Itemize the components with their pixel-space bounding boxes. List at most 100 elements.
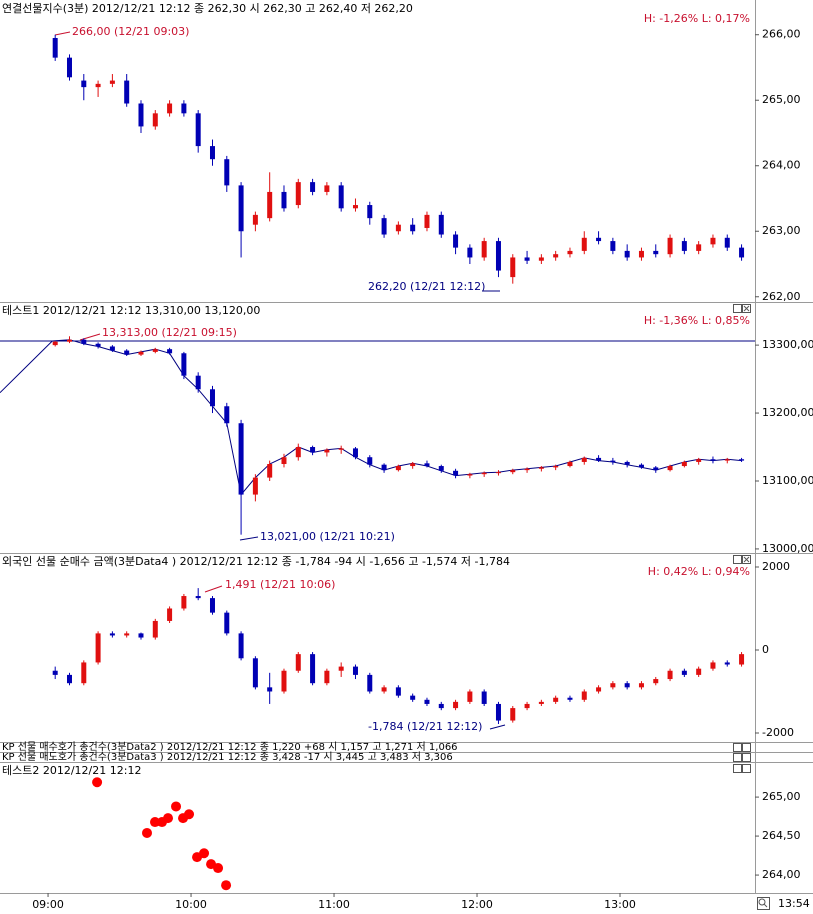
candle-body: [81, 80, 87, 88]
candle-body: [553, 466, 559, 468]
point: [221, 880, 232, 891]
y-tick-label: 13100,00: [762, 474, 813, 487]
candle-body: [681, 241, 687, 251]
candle-body: [367, 457, 373, 465]
x-tick-label: 11:00: [318, 898, 350, 911]
expand-button[interactable]: [733, 753, 742, 762]
y-tick-label: 2000: [762, 560, 790, 573]
candle-body: [52, 341, 58, 346]
candle-body: [124, 350, 130, 355]
minimize-button[interactable]: [733, 304, 742, 313]
candle-body: [95, 83, 101, 88]
candle-body: [538, 257, 544, 261]
candle-body: [95, 633, 101, 663]
candle-body: [638, 250, 644, 258]
candle-body: [252, 658, 258, 688]
candle-body: [524, 257, 530, 261]
candle-body: [109, 346, 115, 351]
candle-body: [109, 80, 115, 84]
stats-label: H: -1,36% L: 0,85%: [644, 314, 750, 327]
candle-body: [138, 633, 144, 638]
candle-body: [181, 103, 187, 114]
close-icon: [743, 556, 750, 563]
point: [184, 809, 195, 820]
panel-buttons: [733, 304, 770, 910]
candle-body: [696, 668, 702, 675]
candle-body: [324, 449, 330, 453]
candle-body: [710, 237, 716, 245]
close-button[interactable]: [742, 753, 751, 762]
annotation-arrow: [204, 585, 223, 593]
candle-body: [710, 662, 716, 669]
candle-body: [138, 351, 144, 355]
candle-body: [367, 205, 373, 219]
candle-body: [653, 679, 659, 684]
candle-body: [596, 457, 602, 461]
y-tick-label: 264,00: [762, 868, 801, 881]
end-time-label: 13:54: [778, 897, 810, 910]
candle-body: [724, 459, 730, 461]
candle-body: [610, 683, 616, 688]
candle-body: [495, 241, 501, 271]
close-button[interactable]: [742, 764, 751, 773]
expand-button[interactable]: [733, 743, 742, 752]
candle-body: [538, 701, 544, 704]
candle-body: [381, 687, 387, 692]
candle-body: [352, 666, 358, 675]
point: [163, 813, 174, 824]
candle-body: [209, 146, 215, 160]
candle-body: [410, 463, 416, 467]
candle-body: [95, 343, 101, 347]
candle-body: [267, 464, 273, 478]
candle-body: [553, 697, 559, 702]
candle-body: [696, 244, 702, 251]
candle-body: [638, 464, 644, 468]
minimize-button[interactable]: [733, 555, 742, 564]
candle-body: [596, 687, 602, 692]
annotation-arrow: [54, 31, 71, 36]
candle-body: [567, 697, 573, 700]
close-button[interactable]: [742, 743, 751, 752]
candle-body: [510, 470, 516, 473]
candle-body: [467, 474, 473, 476]
stats-label: H: -1,26% L: 0,17%: [644, 12, 750, 25]
y-tick-label: 266,00: [762, 28, 801, 41]
candle-body: [138, 103, 144, 127]
point: [141, 827, 152, 838]
point: [171, 801, 182, 812]
candle-body: [167, 103, 173, 114]
candle-body: [510, 257, 516, 278]
candle-body: [252, 477, 258, 495]
candle-body: [581, 457, 587, 462]
candle-body: [710, 459, 716, 461]
y-tick-label: 263,00: [762, 224, 801, 237]
candle-body: [638, 683, 644, 688]
minimize-button[interactable]: [733, 764, 742, 773]
candle-body: [438, 466, 444, 471]
candle-body: [524, 703, 530, 709]
candle-body: [152, 620, 158, 638]
annotation: 13,313,00 (12/21 09:15): [102, 326, 237, 339]
candle-body: [124, 633, 130, 636]
panel-title: 외국인 선물 순매수 금액(3분Data4 ) 2012/12/21 12:12…: [2, 555, 510, 568]
annotation: 266,00 (12/21 09:03): [72, 25, 189, 38]
annotation: 1,491 (12/21 10:06): [225, 578, 335, 591]
y-tick-label: 13200,00: [762, 406, 813, 419]
candle-body: [395, 224, 401, 232]
candle-body: [52, 37, 58, 58]
annotation: 262,20 (12/21 12:12): [368, 280, 485, 293]
candle-body: [124, 80, 130, 104]
x-tick-label: 10:00: [175, 898, 207, 911]
candle-body: [395, 687, 401, 696]
candle-body: [367, 674, 373, 692]
stats-label: H: 0,42% L: 0,94%: [648, 565, 750, 578]
candle-body: [667, 670, 673, 680]
candle-body: [424, 463, 430, 467]
candle-body: [624, 250, 630, 258]
x-tick-label: 13:00: [604, 898, 636, 911]
candle-body: [209, 598, 215, 613]
candle-body: [281, 670, 287, 692]
candle-body: [524, 468, 530, 471]
